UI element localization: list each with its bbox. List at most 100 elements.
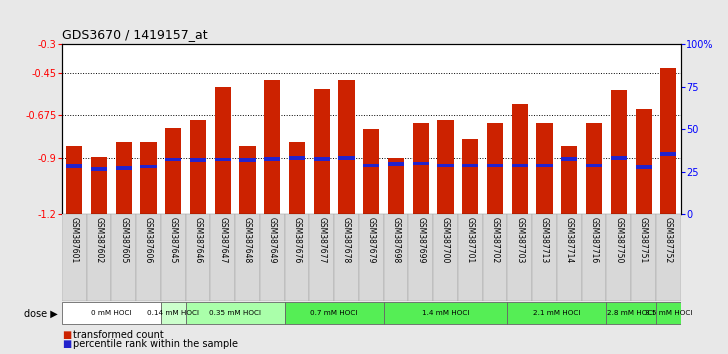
Text: GSM387649: GSM387649 bbox=[268, 217, 277, 263]
Bar bbox=[656, 214, 681, 301]
Bar bbox=[186, 302, 285, 324]
Bar bbox=[384, 214, 408, 301]
Bar bbox=[537, 122, 553, 214]
Bar bbox=[314, 157, 330, 161]
Bar bbox=[462, 139, 478, 214]
Bar bbox=[240, 146, 256, 214]
Bar bbox=[111, 214, 136, 301]
Bar bbox=[334, 214, 359, 301]
Bar bbox=[557, 214, 582, 301]
Text: GSM387645: GSM387645 bbox=[169, 217, 178, 263]
Bar bbox=[87, 214, 111, 301]
Text: GSM387605: GSM387605 bbox=[119, 217, 128, 263]
Bar bbox=[507, 214, 532, 301]
Text: GSM387698: GSM387698 bbox=[392, 217, 400, 263]
Text: GSM387602: GSM387602 bbox=[95, 217, 103, 263]
Bar bbox=[339, 80, 355, 214]
Text: GSM387750: GSM387750 bbox=[614, 217, 623, 263]
Text: 0.7 mM HOCl: 0.7 mM HOCl bbox=[310, 310, 358, 316]
Bar bbox=[660, 68, 676, 214]
Text: GSM387646: GSM387646 bbox=[194, 217, 202, 263]
Text: 2.1 mM HOCl: 2.1 mM HOCl bbox=[533, 310, 581, 316]
Bar bbox=[285, 302, 384, 324]
Text: transformed count: transformed count bbox=[73, 330, 164, 339]
Bar bbox=[582, 214, 606, 301]
Text: dose ▶: dose ▶ bbox=[25, 308, 58, 318]
Text: GSM387703: GSM387703 bbox=[515, 217, 524, 263]
Bar bbox=[165, 158, 181, 161]
Bar bbox=[487, 122, 503, 214]
Bar bbox=[289, 142, 305, 214]
Bar bbox=[438, 120, 454, 214]
Text: 0.14 mM HOCl: 0.14 mM HOCl bbox=[147, 310, 199, 316]
Bar bbox=[116, 166, 132, 170]
Bar bbox=[91, 156, 107, 214]
Text: GSM387752: GSM387752 bbox=[664, 217, 673, 263]
Bar bbox=[458, 214, 483, 301]
Bar bbox=[586, 122, 602, 214]
Bar bbox=[240, 158, 256, 162]
Text: 0 mM HOCl: 0 mM HOCl bbox=[91, 310, 132, 316]
Text: percentile rank within the sample: percentile rank within the sample bbox=[73, 339, 238, 349]
Bar bbox=[660, 152, 676, 156]
Text: 2.8 mM HOCl: 2.8 mM HOCl bbox=[607, 310, 655, 316]
Text: 0.35 mM HOCl: 0.35 mM HOCl bbox=[209, 310, 261, 316]
Bar bbox=[631, 214, 656, 301]
Bar bbox=[141, 165, 157, 169]
Bar bbox=[91, 167, 107, 171]
Bar bbox=[186, 214, 210, 301]
Bar bbox=[161, 214, 186, 301]
Text: GSM387702: GSM387702 bbox=[491, 217, 499, 263]
Bar bbox=[462, 164, 478, 167]
Bar bbox=[611, 156, 627, 160]
Text: GSM387700: GSM387700 bbox=[441, 217, 450, 263]
Text: GSM387676: GSM387676 bbox=[293, 217, 301, 263]
Bar bbox=[413, 162, 429, 165]
Bar bbox=[408, 214, 433, 301]
Text: GSM387647: GSM387647 bbox=[218, 217, 227, 263]
Bar bbox=[264, 157, 280, 161]
Bar bbox=[62, 214, 87, 301]
Bar bbox=[532, 214, 557, 301]
Text: GDS3670 / 1419157_at: GDS3670 / 1419157_at bbox=[62, 28, 207, 41]
Bar bbox=[586, 164, 602, 167]
Bar bbox=[438, 164, 454, 167]
Text: GSM387601: GSM387601 bbox=[70, 217, 79, 263]
Bar bbox=[66, 164, 82, 168]
Text: GSM387648: GSM387648 bbox=[243, 217, 252, 263]
Bar bbox=[190, 158, 206, 162]
Bar bbox=[116, 142, 132, 214]
Text: GSM387677: GSM387677 bbox=[317, 217, 326, 263]
Bar bbox=[636, 109, 652, 214]
Bar bbox=[314, 88, 330, 214]
Bar bbox=[136, 214, 161, 301]
Bar bbox=[190, 120, 206, 214]
Bar bbox=[483, 214, 507, 301]
Bar bbox=[264, 80, 280, 214]
Text: GSM387716: GSM387716 bbox=[590, 217, 598, 263]
Bar bbox=[636, 165, 652, 169]
Bar bbox=[606, 214, 631, 301]
Bar bbox=[161, 302, 186, 324]
Bar bbox=[363, 164, 379, 167]
Text: 3.5 mM HOCl: 3.5 mM HOCl bbox=[644, 310, 692, 316]
Bar bbox=[656, 302, 681, 324]
Bar bbox=[413, 122, 429, 214]
Bar bbox=[433, 214, 458, 301]
Bar bbox=[141, 142, 157, 214]
Text: GSM387678: GSM387678 bbox=[342, 217, 351, 263]
Bar bbox=[215, 87, 231, 214]
Text: GSM387606: GSM387606 bbox=[144, 217, 153, 263]
Text: GSM387699: GSM387699 bbox=[416, 217, 425, 263]
Text: GSM387714: GSM387714 bbox=[565, 217, 574, 263]
Bar bbox=[359, 214, 384, 301]
Bar bbox=[62, 302, 161, 324]
Bar bbox=[285, 214, 309, 301]
Bar bbox=[309, 214, 334, 301]
Bar bbox=[215, 158, 231, 161]
Text: GSM387751: GSM387751 bbox=[639, 217, 648, 263]
Bar bbox=[210, 214, 235, 301]
Text: ■: ■ bbox=[62, 339, 71, 349]
Bar bbox=[512, 164, 528, 167]
Bar bbox=[512, 104, 528, 214]
